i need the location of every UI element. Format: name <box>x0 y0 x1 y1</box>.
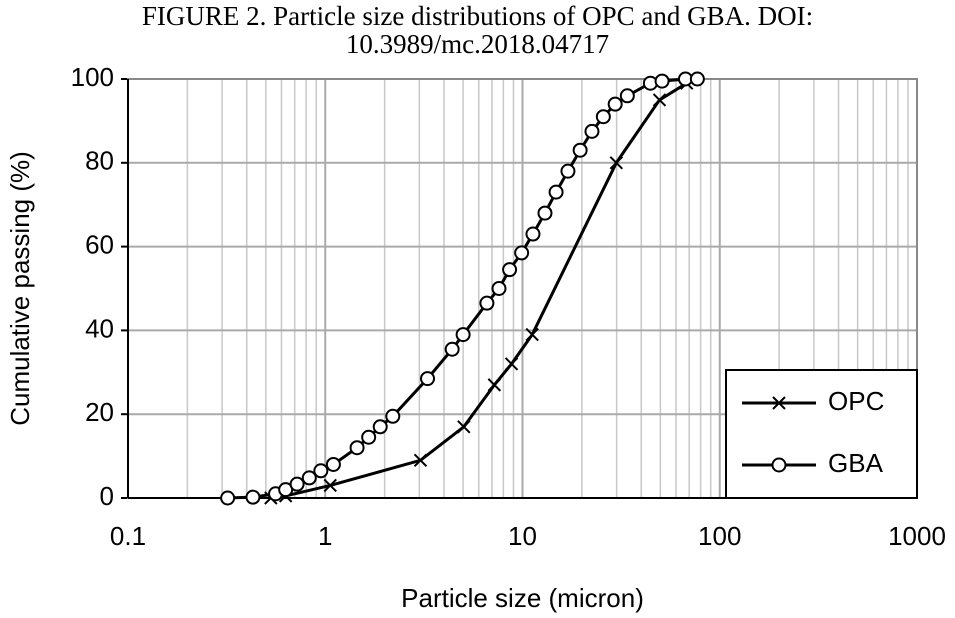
x-tick-label: 100 <box>698 521 741 551</box>
marker <box>349 440 365 456</box>
marker <box>301 470 317 486</box>
marker <box>491 281 507 296</box>
x-tick-label: 1 <box>318 521 332 551</box>
x-axis-label: Particle size (micron) <box>401 583 644 613</box>
marker <box>504 357 519 371</box>
marker <box>537 205 553 221</box>
marker <box>689 71 705 87</box>
marker <box>420 371 436 387</box>
x-tick-label: 10 <box>508 521 537 551</box>
chart-title: FIGURE 2. Particle size distributions of… <box>141 1 814 59</box>
marker <box>619 88 635 104</box>
legend-label: OPC <box>828 386 884 416</box>
x-tick-label: 0.1 <box>110 521 146 551</box>
marker <box>548 184 564 200</box>
x-tick-label: 1000 <box>888 521 946 551</box>
marker <box>313 463 329 479</box>
legend-box <box>725 369 918 499</box>
y-tick-label: 20 <box>85 397 114 427</box>
marker <box>609 156 624 170</box>
marker <box>413 453 428 467</box>
y-tick-label: 80 <box>85 146 114 176</box>
marker <box>572 142 588 158</box>
marker <box>361 429 377 445</box>
series-markers <box>220 71 705 506</box>
marker <box>479 295 495 311</box>
marker <box>525 226 541 242</box>
marker <box>654 73 670 89</box>
marker <box>289 476 305 492</box>
marker <box>525 327 539 342</box>
marker <box>514 245 530 261</box>
y-tick-label: 60 <box>85 229 114 259</box>
marker <box>372 419 388 435</box>
marker <box>595 109 611 125</box>
marker <box>772 396 786 410</box>
marker <box>457 420 471 434</box>
marker <box>455 327 471 343</box>
marker <box>245 489 261 505</box>
marker <box>220 490 236 506</box>
marker <box>607 96 623 112</box>
marker <box>444 341 460 357</box>
series-line <box>270 77 695 500</box>
marker <box>325 456 341 472</box>
marker <box>502 262 518 278</box>
marker <box>771 457 787 473</box>
marker <box>560 163 576 179</box>
y-axis-label: Cumulative passing (%) <box>5 151 35 426</box>
marker <box>487 378 502 392</box>
marker <box>584 123 600 139</box>
marker <box>385 408 401 424</box>
legend-label: GBA <box>828 448 884 478</box>
y-tick-label: 40 <box>85 313 114 343</box>
marker <box>323 478 337 493</box>
marker <box>652 93 667 107</box>
y-tick-label: 0 <box>100 481 114 511</box>
y-tick-label: 100 <box>71 62 114 92</box>
